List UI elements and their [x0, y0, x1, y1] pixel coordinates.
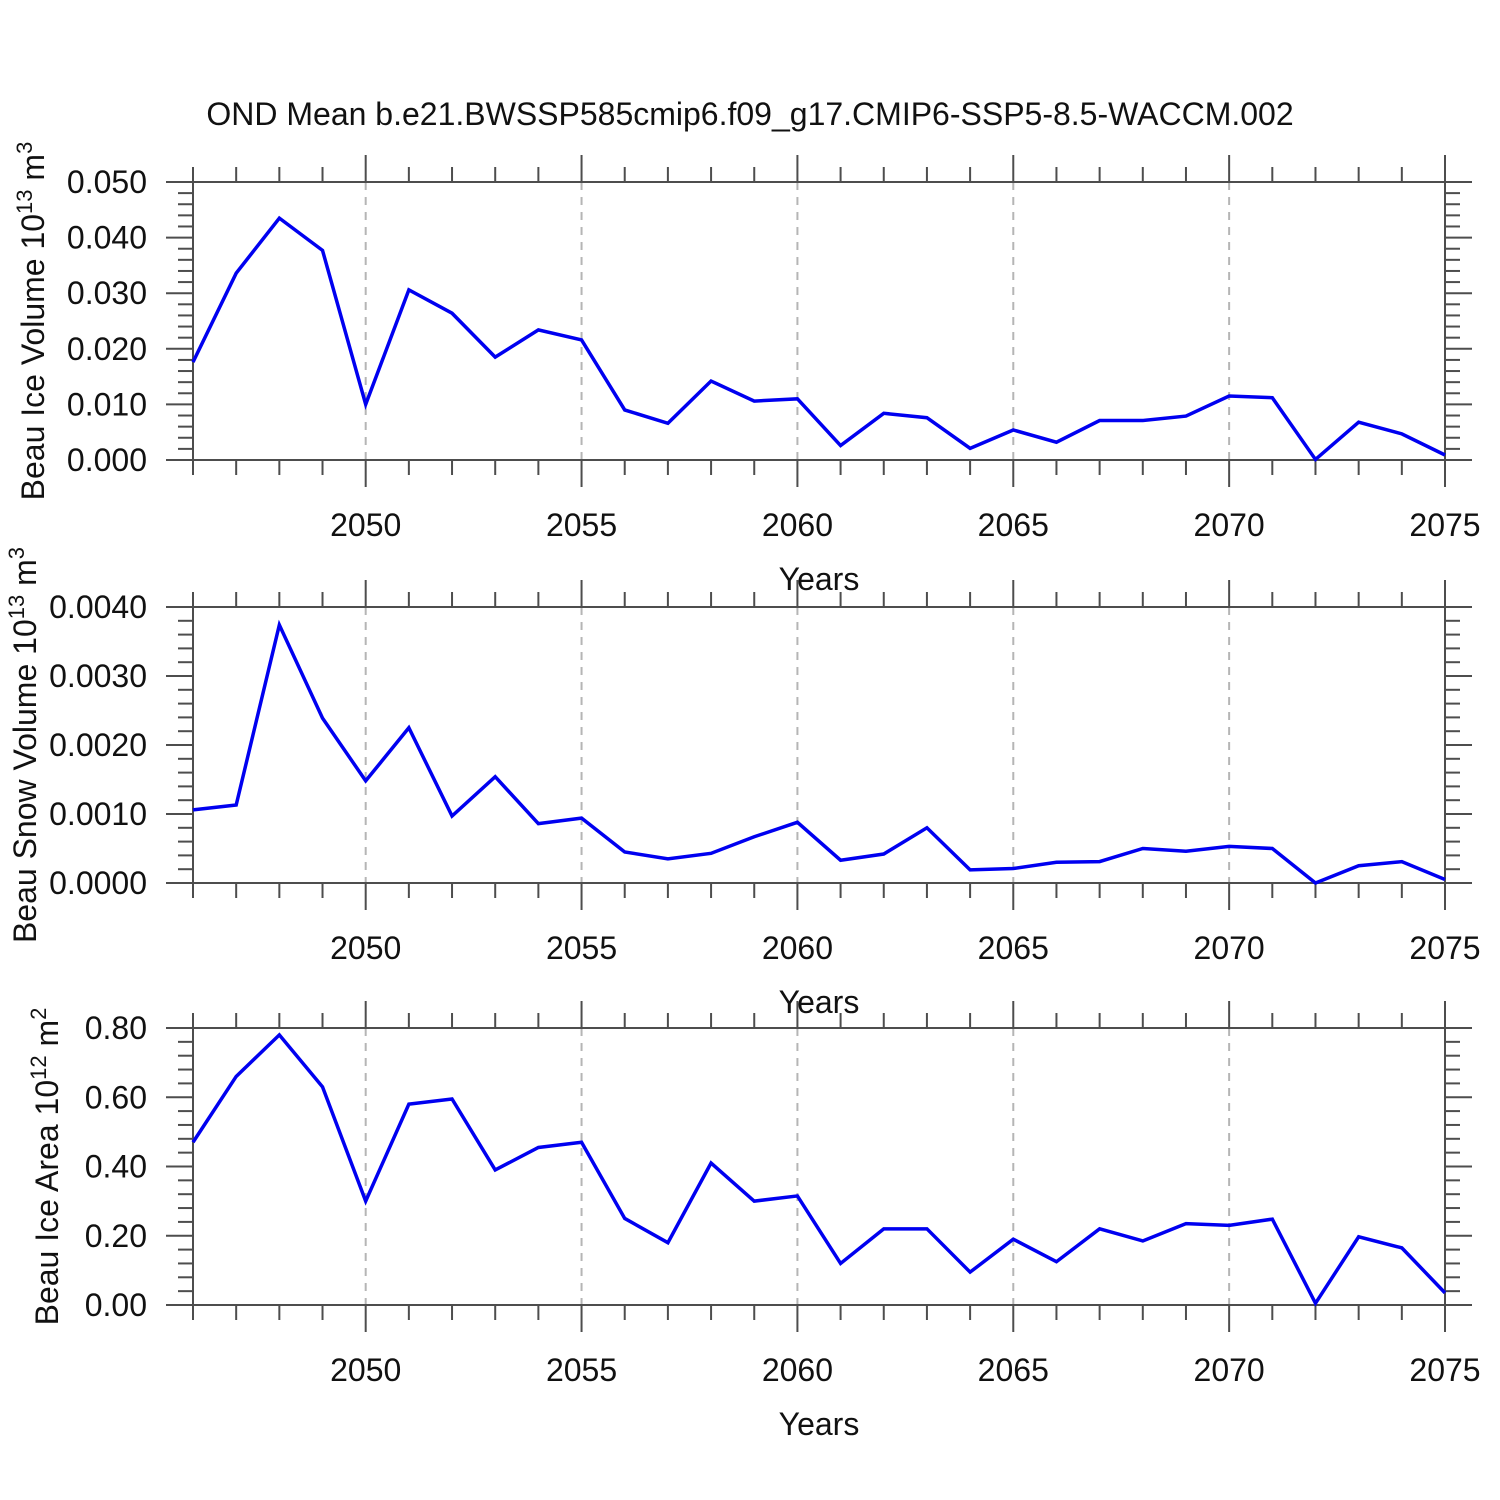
y-axis-title: Beau Ice Volume 1013 m3 [12, 142, 51, 501]
y-tick-label: 0.60 [85, 1079, 147, 1115]
x-tick-label: 2070 [1194, 930, 1265, 966]
y-tick-label: 0.00 [85, 1287, 147, 1323]
y-tick-label: 0.050 [67, 164, 147, 200]
x-tick-label: 2055 [546, 930, 617, 966]
x-tick-label: 2050 [330, 930, 401, 966]
y-tick-label: 0.010 [67, 386, 147, 422]
panel-beau-snow-volume: 0.0000 0.0010 0.0020 0.0030 0.0040 2050 2055 20… [4, 547, 1481, 1020]
axis-frame [192, 1027, 1446, 1306]
y-tick-label: 0.040 [67, 220, 147, 256]
x-tick-label: 2050 [330, 507, 401, 543]
axis-frame [192, 606, 1446, 884]
x-tick-label: 2065 [978, 930, 1049, 966]
x-tick-label: 2050 [330, 1352, 401, 1388]
y-tick-label: 0.000 [67, 442, 147, 478]
x-axis-title: Years [779, 1406, 860, 1442]
panel-beau-ice-volume: 0.000 0.010 0.020 0.030 0.040 0.050 2050 2055 20… [12, 142, 1481, 597]
y-tick-label: 0.80 [85, 1010, 147, 1046]
x-tick-label: 2065 [978, 507, 1049, 543]
x-tick-label: 2075 [1409, 930, 1480, 966]
x-tick-label: 2060 [762, 507, 833, 543]
x-tick-label: 2060 [762, 1352, 833, 1388]
y-tick-label: 0.0020 [49, 727, 147, 763]
y-tick-label: 0.20 [85, 1218, 147, 1254]
y-tick-label: 0.030 [67, 275, 147, 311]
y-axis-title: Beau Snow Volume 1013 m3 [4, 547, 43, 943]
y-tick-label: 0.0000 [49, 865, 147, 901]
x-tick-label: 2055 [546, 507, 617, 543]
y-tick-label: 0.0010 [49, 796, 147, 832]
x-axis-title: Years [779, 561, 860, 597]
x-tick-label: 2070 [1194, 1352, 1265, 1388]
figure-title: OND Mean b.e21.BWSSP585cmip6.f09_g17.CMI… [206, 96, 1293, 132]
y-tick-label: 0.0040 [49, 589, 147, 625]
x-tick-label: 2075 [1409, 507, 1480, 543]
panel-beau-ice-area: 0.00 0.20 0.40 0.60 0.80 2050 2055 2060 2065 2070… [26, 1001, 1481, 1442]
y-tick-label: 0.0030 [49, 658, 147, 694]
y-tick-label: 0.020 [67, 331, 147, 367]
y-axis-title: Beau Ice Area 1012 m2 [26, 1008, 65, 1326]
x-tick-label: 2070 [1194, 507, 1265, 543]
x-tick-label: 2075 [1409, 1352, 1480, 1388]
data-line-beau-ice-volume [191, 215, 1446, 463]
y-tick-label: 0.40 [85, 1149, 147, 1185]
x-tick-label: 2055 [546, 1352, 617, 1388]
axis-frame [192, 181, 1446, 461]
x-tick-label: 2060 [762, 930, 833, 966]
x-axis-title: Years [779, 984, 860, 1020]
data-line-beau-ice-area [191, 1032, 1447, 1307]
x-tick-label: 2065 [978, 1352, 1049, 1388]
data-line-beau-snow-volume [192, 619, 1446, 886]
